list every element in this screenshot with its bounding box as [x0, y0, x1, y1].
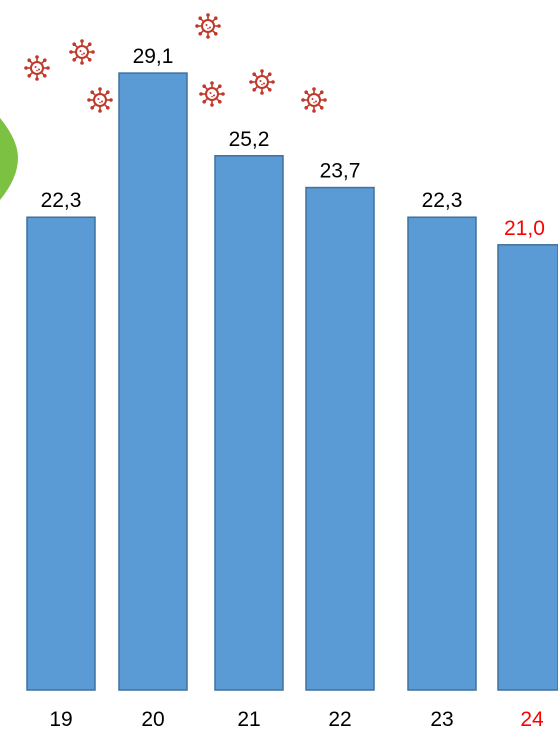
value-label-19: 22,3 — [41, 189, 82, 212]
category-label-23: 23 — [430, 708, 453, 731]
value-label-24: 21,0 — [504, 217, 545, 240]
bar-20 — [118, 72, 188, 691]
value-label-23: 22,3 — [422, 189, 463, 212]
category-label-22: 22 — [328, 708, 351, 731]
virus-icon — [23, 54, 51, 82]
category-label-21: 21 — [237, 708, 260, 731]
bar-21 — [214, 155, 284, 691]
bar-19 — [26, 216, 96, 691]
virus-icon — [68, 38, 96, 66]
virus-icon — [198, 80, 226, 108]
bar-23 — [407, 216, 477, 691]
value-label-20: 29,1 — [133, 45, 174, 68]
bar-24 — [497, 244, 558, 691]
category-label-24: 24 — [520, 708, 544, 731]
category-label-20: 20 — [141, 708, 164, 731]
value-label-21: 25,2 — [229, 128, 270, 151]
virus-icon — [86, 86, 114, 114]
edge-shape — [0, 118, 18, 200]
virus-icon — [248, 68, 276, 96]
virus-icon — [300, 86, 328, 114]
virus-icon — [194, 12, 222, 40]
bar-22 — [305, 186, 375, 691]
category-label-19: 19 — [49, 708, 72, 731]
value-label-22: 23,7 — [320, 160, 361, 183]
